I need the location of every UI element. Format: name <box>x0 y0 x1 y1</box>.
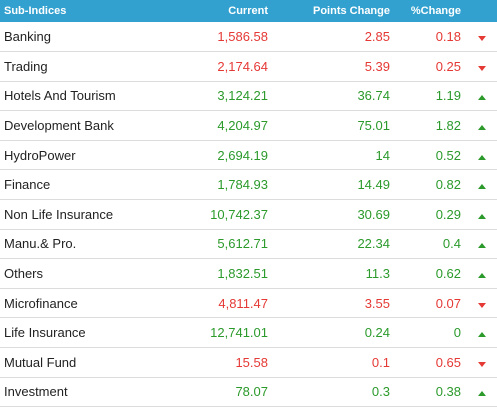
trend-cell <box>467 288 497 318</box>
current-value: 1,784.93 <box>217 177 268 193</box>
sub-index-name: Microfinance <box>4 295 78 311</box>
trend-cell <box>467 52 497 82</box>
trend-cell <box>467 111 497 141</box>
table-row[interactable]: HydroPower 2,694.19 14 0.52 <box>0 140 497 170</box>
table-row[interactable]: Others 1,832.51 11.3 0.62 <box>0 259 497 289</box>
current-value: 4,811.47 <box>218 295 268 311</box>
trend-cell <box>467 377 497 407</box>
current-value: 10,742.37 <box>210 206 268 222</box>
sub-index-name: HydroPower <box>4 147 76 163</box>
table-row[interactable]: Banking 1,586.58 2.85 0.18 <box>0 22 497 52</box>
table-body: Banking 1,586.58 2.85 0.18 Trading 2,174.64 5.… <box>0 22 497 407</box>
table-row[interactable]: Development Bank 4,204.97 75.01 1.82 <box>0 111 497 141</box>
arrow-down-icon <box>478 361 486 367</box>
percent-change: 0.52 <box>435 147 461 163</box>
current-value: 3,124.21 <box>217 88 268 104</box>
arrow-up-icon <box>478 213 486 219</box>
header-percent-change[interactable]: %Change <box>410 5 461 17</box>
table-header-row: Sub-Indices Current Points Change %Chang… <box>0 0 497 22</box>
arrow-up-icon <box>478 154 486 160</box>
points-change: 30.69 <box>357 206 390 222</box>
points-change: 22.34 <box>357 236 390 252</box>
trend-cell <box>467 140 497 170</box>
sub-index-name: Trading <box>4 58 48 74</box>
arrow-up-icon <box>478 273 486 279</box>
trend-cell <box>467 170 497 200</box>
table-row[interactable]: Mutual Fund 15.58 0.1 0.65 <box>0 348 497 378</box>
table-row[interactable]: Life Insurance 12,741.01 0.24 0 <box>0 318 497 348</box>
sub-index-name: Non Life Insurance <box>4 206 114 222</box>
points-change: 36.74 <box>357 88 390 104</box>
arrow-up-icon <box>478 125 486 131</box>
table-row[interactable]: Microfinance 4,811.47 3.55 0.07 <box>0 288 497 318</box>
percent-change: 1.82 <box>435 118 461 134</box>
current-value: 5,612.71 <box>217 236 268 252</box>
current-value: 4,204.97 <box>217 118 268 134</box>
arrow-up-icon <box>478 332 486 338</box>
sub-index-name: Development Bank <box>4 118 114 134</box>
arrow-down-icon <box>478 36 486 42</box>
points-change: 14.49 <box>357 177 390 193</box>
points-change: 0.3 <box>371 384 390 400</box>
current-value: 2,694.19 <box>217 147 268 163</box>
trend-cell <box>467 318 497 348</box>
header-trend <box>467 0 497 22</box>
sub-index-name: Investment <box>4 384 68 400</box>
percent-change: 0.62 <box>435 266 461 282</box>
sub-index-name: Mutual Fund <box>4 354 77 370</box>
points-change: 11.3 <box>365 266 390 282</box>
trend-cell <box>467 259 497 289</box>
percent-change: 0.65 <box>435 354 461 370</box>
header-sub-indices[interactable]: Sub-Indices <box>4 5 67 17</box>
table-row[interactable]: Non Life Insurance 10,742.37 30.69 0.29 <box>0 200 497 230</box>
trend-cell <box>467 348 497 378</box>
percent-change: 0.38 <box>435 384 461 400</box>
table-row[interactable]: Investment 78.07 0.3 0.38 <box>0 377 497 407</box>
trend-cell <box>467 22 497 52</box>
points-change: 0.1 <box>371 354 390 370</box>
points-change: 5.39 <box>364 58 390 74</box>
table-row[interactable]: Hotels And Tourism 3,124.21 36.74 1.19 <box>0 81 497 111</box>
header-current[interactable]: Current <box>228 5 268 17</box>
points-change: 75.01 <box>357 118 390 134</box>
arrow-up-icon <box>478 95 486 101</box>
sub-index-name: Hotels And Tourism <box>4 88 116 104</box>
points-change: 2.85 <box>364 29 390 45</box>
percent-change: 0.4 <box>442 236 461 252</box>
percent-change: 0.18 <box>435 29 461 45</box>
arrow-down-icon <box>478 65 486 71</box>
header-points-change[interactable]: Points Change <box>312 5 390 17</box>
sub-index-name: Life Insurance <box>4 325 86 341</box>
arrow-up-icon <box>478 391 486 397</box>
points-change: 3.55 <box>364 295 390 311</box>
arrow-down-icon <box>478 302 486 308</box>
percent-change: 1.19 <box>435 88 461 104</box>
percent-change: 0.29 <box>435 206 461 222</box>
sub-index-name: Manu.& Pro. <box>4 236 77 252</box>
current-value: 1,586.58 <box>217 29 268 45</box>
table-row[interactable]: Manu.& Pro. 5,612.71 22.34 0.4 <box>0 229 497 259</box>
percent-change: 0 <box>453 325 461 341</box>
percent-change: 0.82 <box>435 177 461 193</box>
current-value: 2,174.64 <box>217 58 268 74</box>
arrow-up-icon <box>478 243 486 249</box>
trend-cell <box>467 200 497 230</box>
arrow-up-icon <box>478 184 486 190</box>
table-row[interactable]: Finance 1,784.93 14.49 0.82 <box>0 170 497 200</box>
percent-change: 0.25 <box>435 58 461 74</box>
sub-index-name: Finance <box>4 177 51 193</box>
trend-cell <box>467 81 497 111</box>
percent-change: 0.07 <box>435 295 461 311</box>
sub-index-name: Others <box>4 266 44 282</box>
table-row[interactable]: Trading 2,174.64 5.39 0.25 <box>0 52 497 82</box>
current-value: 1,832.51 <box>217 266 268 282</box>
trend-cell <box>467 229 497 259</box>
current-value: 15.58 <box>235 354 268 370</box>
current-value: 12,741.01 <box>210 325 268 341</box>
sub-index-name: Banking <box>4 29 51 45</box>
current-value: 78.07 <box>235 384 268 400</box>
points-change: 14 <box>375 147 390 163</box>
points-change: 0.24 <box>364 325 390 341</box>
